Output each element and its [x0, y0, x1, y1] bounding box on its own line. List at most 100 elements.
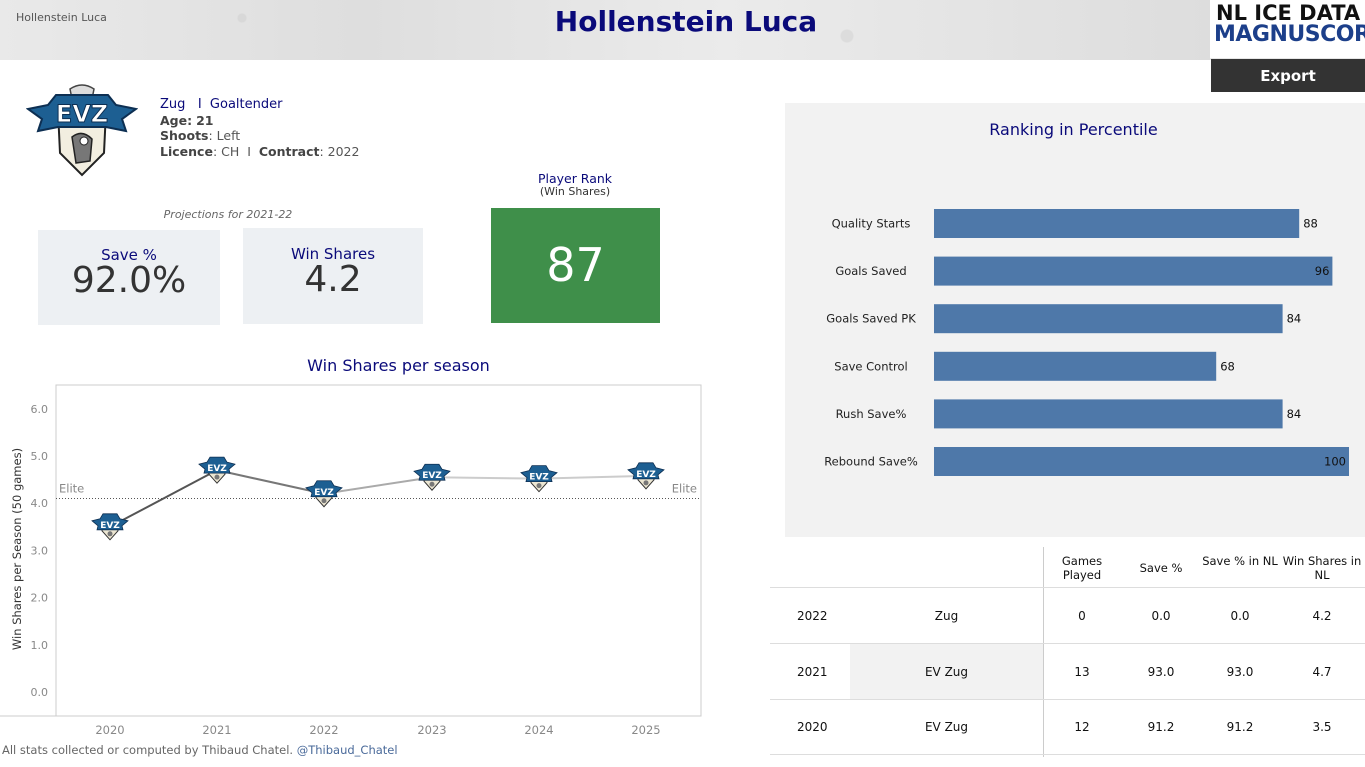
percentile-bar	[934, 304, 1283, 334]
y-tick-label: 6.0	[31, 403, 49, 416]
licence-label: Licence	[160, 144, 213, 159]
y-axis-label: Win Shares per Season (50 games)	[10, 448, 24, 650]
logo-banner	[91, 513, 129, 531]
footer-text: All stats collected or computed by Thiba…	[2, 743, 294, 757]
percentile-bar	[934, 447, 1349, 476]
cell-games: 12	[1074, 720, 1090, 734]
position: Goaltender	[209, 97, 283, 112]
separator: I	[247, 144, 251, 159]
table-cell-highlight	[850, 644, 1043, 699]
logo-text: EVZ	[207, 464, 227, 474]
logo-text: EVZ	[100, 521, 120, 531]
brand-logo-subtitle: MAGNUSCORSI	[1214, 22, 1365, 47]
header-background	[0, 0, 1210, 60]
logo-banner	[627, 462, 665, 480]
contract-value: : 2022	[319, 144, 360, 159]
page-title: Hollenstein Luca	[554, 5, 818, 38]
header-games-played: Games Played	[1061, 554, 1103, 582]
cell-games: 0	[1078, 609, 1086, 623]
team-logo-text: EVZ	[56, 100, 108, 128]
chart-plot-area	[55, 384, 702, 717]
bar-category-label: Goals Saved	[835, 264, 906, 278]
cell-season: 2021	[797, 665, 828, 679]
stats-table: Games Played Save % Save % in NL Win Sha…	[770, 547, 1365, 757]
logo-figure	[214, 474, 220, 480]
elite-label-left: Elite	[59, 481, 84, 495]
cell-win-shares: 4.2	[1312, 609, 1332, 623]
logo-text: EVZ	[422, 471, 442, 481]
cell-save-pct-nl: 0.0	[1230, 609, 1250, 623]
cell-save-pct: 93.0	[1147, 665, 1175, 679]
data-point-logo: EVZ	[520, 465, 558, 493]
x-tick-label: 2022	[309, 723, 338, 737]
bar-value-label: 96	[1315, 264, 1330, 278]
data-point-logo: EVZ	[91, 513, 129, 541]
table-row-rule	[770, 643, 1365, 644]
bar-category-label: Goals Saved PK	[826, 312, 916, 326]
header-save-pct-nl: Save % in NL	[1202, 554, 1278, 568]
series-line-segment	[216, 469, 325, 495]
table-row-rule	[770, 754, 1365, 755]
brand-logo	[1210, 0, 1365, 58]
shoots-value: : Left	[208, 128, 241, 143]
age-label: Age:	[160, 113, 193, 128]
logo-figure	[536, 483, 542, 489]
brand-logo-title: NL ICE DATA	[1216, 1, 1361, 25]
team-position-line: Zug I Goaltender	[160, 97, 282, 112]
y-tick-label: 5.0	[31, 450, 49, 463]
logo-figure	[643, 480, 649, 486]
data-point-logo: EVZ	[198, 456, 236, 484]
win-shares-card: Win Shares 4.2	[243, 228, 423, 324]
licence-line: Licence: CH I Contract: 2022	[160, 144, 359, 159]
series-line-segment	[538, 474, 647, 480]
win-shares-chart-title: Win Shares per season	[307, 356, 490, 375]
cell-games: 13	[1074, 665, 1090, 679]
footer-twitter-link[interactable]: @Thibaud_Chatel	[296, 743, 398, 757]
x-tick-label: 2024	[524, 723, 553, 737]
percentile-bar	[934, 351, 1217, 381]
percentile-chart-title: Ranking in Percentile	[989, 120, 1158, 139]
x-tick-label: 2023	[417, 723, 446, 737]
team-name: Zug	[160, 97, 186, 112]
licence-value: : CH	[212, 144, 240, 159]
percentile-bar	[934, 209, 1300, 238]
header-player-name: Hollenstein Luca	[16, 11, 107, 24]
data-point-logo: EVZ	[305, 480, 343, 508]
win-shares-value: 4.2	[304, 259, 362, 300]
win-shares-chart: 0.0 1.0 2.0 3.0 4.0 5.0 6.0 Win Shares per Sea…	[0, 384, 702, 737]
bar-category-label: Rebound Save%	[824, 455, 918, 469]
header-save-pct: Save %	[1139, 561, 1183, 575]
bar-value-label: 88	[1303, 217, 1318, 231]
cell-team: Zug	[934, 609, 959, 623]
logo-banner	[198, 456, 236, 474]
logo-banner	[305, 480, 343, 498]
bar-value-label: 84	[1287, 407, 1302, 421]
bar-category-label: Save Control	[834, 359, 907, 373]
logo-text: EVZ	[636, 470, 656, 480]
percentile-bar	[934, 399, 1283, 429]
export-button[interactable]: Export	[1211, 59, 1365, 92]
table-header-rule	[770, 587, 1365, 588]
win-shares-label: Win Shares	[290, 245, 376, 263]
player-rank-value: 87	[491, 208, 660, 323]
logo-figure	[321, 498, 327, 504]
player-rank-title: Player Rank	[537, 171, 613, 186]
y-tick-label: 4.0	[31, 497, 49, 510]
x-tick-label: 2021	[202, 723, 231, 737]
x-tick-label: 2025	[631, 723, 660, 737]
cell-win-shares: 3.5	[1312, 720, 1332, 734]
series-line-segment	[323, 476, 433, 495]
cell-save-pct: 0.0	[1151, 609, 1171, 623]
percentile-bar	[934, 256, 1333, 286]
cell-season: 2022	[797, 609, 828, 623]
cell-win-shares: 4.7	[1312, 665, 1332, 679]
save-pct-label: Save %	[101, 246, 157, 264]
data-point-logo: EVZ	[627, 462, 665, 490]
y-tick-label: 0.0	[31, 686, 49, 699]
shoots-line: Shoots: Left	[160, 128, 240, 143]
bar-value-label: 84	[1287, 312, 1302, 326]
separator: I	[197, 97, 202, 112]
shoots-label: Shoots	[160, 128, 209, 143]
logo-text: EVZ	[314, 488, 334, 498]
logo-figure	[429, 481, 435, 487]
